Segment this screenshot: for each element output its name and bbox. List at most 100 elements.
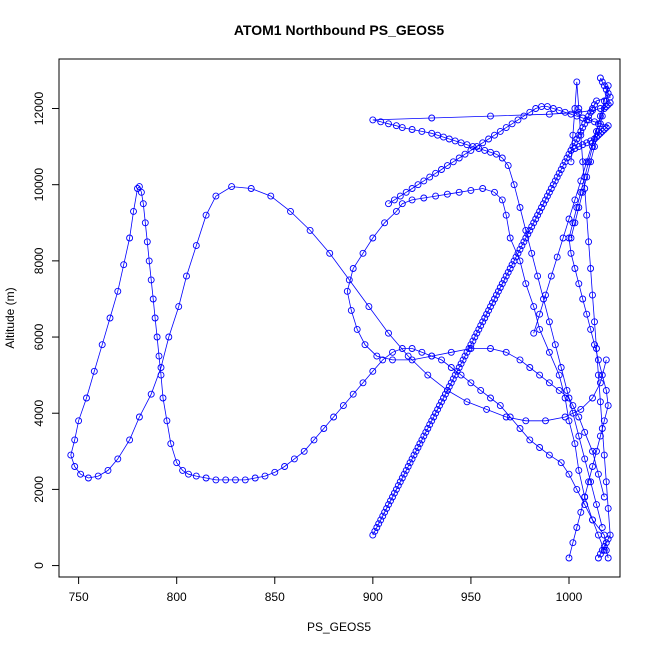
data-point bbox=[557, 459, 565, 467]
data-point bbox=[514, 116, 522, 124]
data-point bbox=[369, 367, 377, 375]
data-point bbox=[306, 226, 314, 234]
data-point bbox=[402, 466, 410, 474]
data-point bbox=[420, 177, 428, 185]
data-point bbox=[555, 371, 563, 379]
data-point bbox=[600, 126, 608, 133]
data-point bbox=[467, 341, 475, 349]
data-point bbox=[179, 466, 187, 474]
data-point bbox=[577, 131, 585, 139]
data-point bbox=[565, 150, 573, 158]
x-axis-label: PS_GEOS5 bbox=[307, 620, 371, 634]
data-point bbox=[585, 478, 593, 486]
data-point bbox=[202, 474, 210, 482]
data-point bbox=[604, 82, 612, 90]
data-point bbox=[343, 287, 351, 295]
data-point bbox=[424, 371, 432, 379]
data-point bbox=[410, 451, 418, 459]
data-point bbox=[504, 268, 512, 276]
data-point bbox=[432, 169, 440, 177]
data-point bbox=[359, 249, 367, 257]
data-point bbox=[449, 375, 457, 383]
data-point bbox=[443, 190, 451, 198]
data-point bbox=[542, 196, 549, 204]
data-point bbox=[602, 539, 610, 547]
data-point bbox=[561, 413, 569, 421]
data-point bbox=[606, 531, 614, 539]
data-point bbox=[596, 550, 604, 558]
y-tick-label: 6000 bbox=[32, 323, 46, 350]
data-point bbox=[549, 105, 557, 112]
data-point bbox=[593, 127, 600, 135]
data-point bbox=[540, 295, 547, 303]
data-point bbox=[583, 211, 591, 219]
x-tick-label: 800 bbox=[167, 590, 187, 604]
data-point bbox=[602, 386, 610, 394]
data-point bbox=[561, 394, 569, 402]
x-tick-label: 750 bbox=[69, 590, 89, 604]
data-point bbox=[508, 120, 516, 128]
data-point bbox=[528, 223, 536, 231]
data-point bbox=[577, 188, 585, 196]
data-point bbox=[489, 299, 496, 307]
data-point bbox=[281, 463, 289, 470]
data-point bbox=[420, 194, 428, 202]
data-point bbox=[487, 345, 494, 352]
data-point bbox=[365, 303, 373, 311]
data-point bbox=[443, 386, 451, 394]
data-point bbox=[581, 501, 589, 509]
data-point bbox=[526, 436, 534, 444]
data-point bbox=[600, 451, 608, 459]
data-point bbox=[461, 150, 469, 158]
data-point bbox=[538, 204, 545, 211]
data-point bbox=[502, 211, 510, 219]
data-point bbox=[520, 112, 528, 120]
data-point bbox=[143, 238, 151, 246]
data-point bbox=[477, 322, 485, 330]
data-point bbox=[593, 447, 600, 455]
data-point bbox=[598, 112, 606, 120]
data-point bbox=[596, 379, 604, 387]
data-point bbox=[589, 105, 596, 112]
data-point bbox=[577, 405, 585, 413]
data-point bbox=[567, 146, 575, 154]
data-point bbox=[449, 158, 457, 166]
data-point bbox=[373, 524, 381, 531]
data-point bbox=[598, 78, 606, 86]
data-point bbox=[483, 405, 491, 413]
data-point bbox=[183, 272, 190, 280]
data-point bbox=[347, 306, 355, 314]
data-point bbox=[536, 371, 544, 379]
data-point bbox=[573, 135, 581, 143]
data-point bbox=[75, 417, 83, 425]
data-point bbox=[496, 402, 504, 410]
data-point bbox=[151, 314, 159, 322]
y-tick-label: 10000 bbox=[32, 168, 46, 202]
data-point bbox=[596, 120, 604, 128]
series-layer bbox=[67, 74, 614, 562]
data-point bbox=[475, 325, 483, 333]
data-point bbox=[71, 463, 79, 470]
data-point bbox=[479, 139, 487, 147]
data-point bbox=[163, 417, 171, 425]
data-point bbox=[271, 468, 279, 476]
data-point bbox=[536, 444, 544, 451]
data-point bbox=[575, 432, 583, 440]
data-point bbox=[455, 364, 463, 371]
data-point bbox=[594, 356, 602, 364]
data-point bbox=[514, 249, 522, 257]
data-point bbox=[492, 291, 500, 299]
data-point bbox=[463, 398, 471, 406]
data-point bbox=[212, 192, 220, 200]
data-point bbox=[290, 455, 298, 463]
data-point bbox=[585, 112, 593, 120]
x-tick-label: 950 bbox=[461, 590, 481, 604]
data-point bbox=[432, 409, 440, 417]
data-point bbox=[434, 131, 442, 139]
data-point bbox=[83, 394, 90, 402]
data-point bbox=[104, 466, 112, 474]
data-point bbox=[473, 143, 481, 151]
data-point bbox=[602, 124, 610, 132]
data-point bbox=[581, 493, 589, 501]
